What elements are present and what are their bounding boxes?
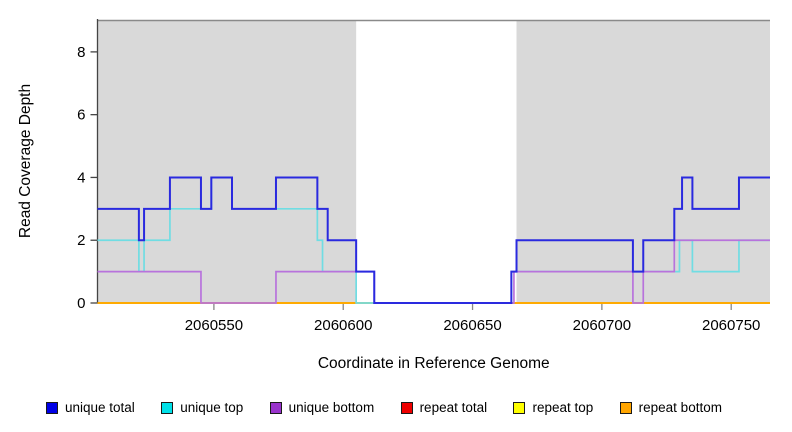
legend-item-repeat-top: repeat top [513,401,593,415]
legend-item-repeat-bottom: repeat bottom [619,400,722,415]
legend-label: unique total [65,400,135,415]
series-line-unique-bottom [97,239,770,304]
legend-label: unique top [180,400,244,415]
x-axis-title: Coordinate in Reference Genome [318,355,550,372]
chart-legend: unique total unique top unique bottom repea… [46,398,722,418]
legend-label: repeat total [419,400,488,415]
legend-label: repeat bottom [638,400,722,415]
coverage-plot: 0 2 4 6 8 2060550 2060600 2060650 2060700 2060750… [17,19,770,372]
legend-label: unique bottom [288,400,375,415]
shaded-region-left [97,20,357,303]
x-tick-label: 2060550 [185,317,243,334]
x-tick-label: 2060650 [443,317,501,334]
x-tick-label: 2060700 [573,317,631,334]
y-axis-title: Read Coverage Depth [17,84,34,238]
legend-label: repeat top [532,400,594,415]
legend-item-unique-total: unique total [46,401,135,415]
legend-item-unique-top: unique top [161,401,243,415]
series-line-unique-total [97,176,770,304]
legend-swatch-icon [513,402,526,414]
legend-swatch-icon [161,402,174,414]
legend-swatch-icon [269,402,282,414]
legend-swatch-icon [46,402,58,414]
legend-item-repeat-total: repeat total [400,400,488,415]
legend-swatch-icon [619,402,632,414]
y-tick-label: 6 [77,107,85,124]
y-tick-label: 0 [77,295,85,312]
x-tick-label: 2060600 [314,317,372,334]
y-tick-label: 8 [77,44,85,61]
y-tick-label: 2 [77,232,85,249]
legend-item-unique-bottom: unique bottom [269,400,375,415]
y-tick-label: 4 [77,169,85,186]
legend-swatch-icon [400,402,413,414]
x-tick-label: 2060750 [702,317,760,334]
